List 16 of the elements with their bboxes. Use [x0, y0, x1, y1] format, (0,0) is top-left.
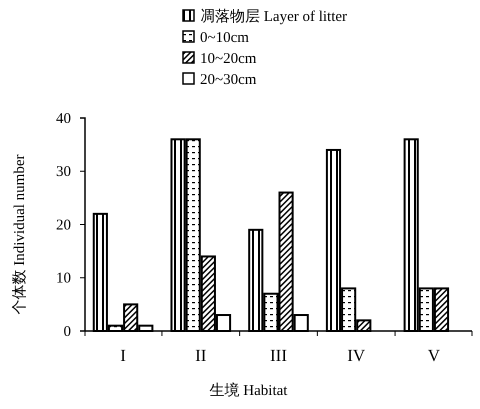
y-axis-title: 个体数 Individual number: [11, 154, 28, 314]
x-tick-label: IV: [347, 346, 366, 365]
y-tick-label: 30: [56, 164, 71, 180]
x-tick-label: V: [428, 346, 441, 365]
y-tick-label: 0: [64, 324, 71, 340]
y-tick-label: 10: [56, 270, 71, 287]
legend-label: 凋落物层 Layer of litter: [200, 8, 348, 25]
y-tick-label: 20: [56, 217, 71, 234]
x-tick-label: I: [120, 346, 126, 365]
legend-label: 10~20cm: [200, 51, 257, 67]
x-axis-title: 生境 Habitat: [210, 382, 288, 399]
legend-label: 0~10cm: [200, 30, 250, 46]
y-tick-label: 40: [56, 110, 71, 127]
x-tick-label: III: [270, 346, 288, 365]
legend-label: 20~30cm: [200, 72, 257, 88]
x-tick-label: II: [195, 346, 207, 365]
